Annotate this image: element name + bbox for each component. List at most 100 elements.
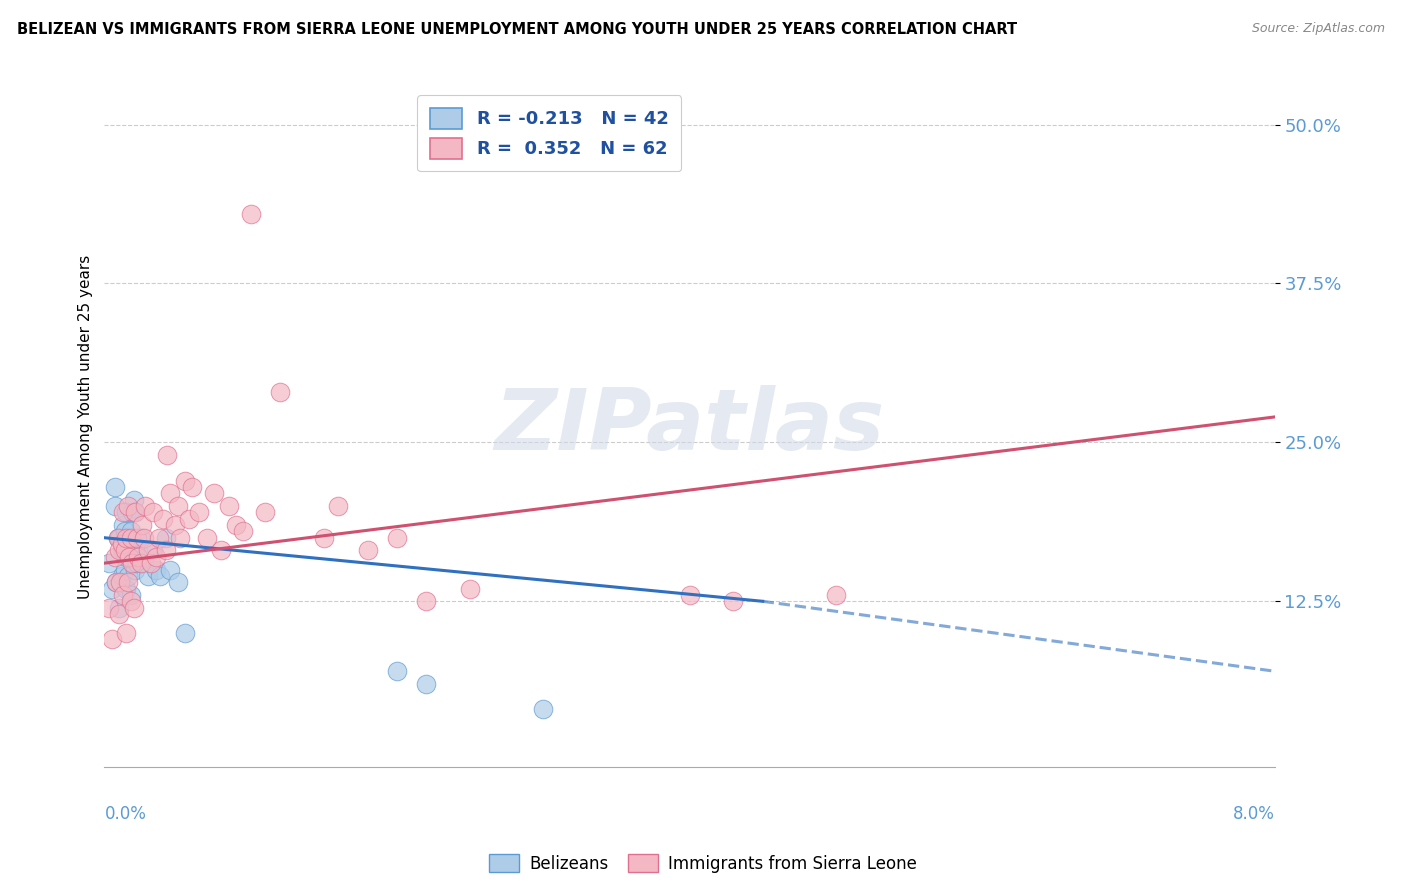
Point [108, 531, 131, 545]
Point [149, 569, 172, 583]
Point [195, 531, 218, 545]
Point [415, 677, 437, 691]
Point [118, 543, 141, 558]
Point [127, 549, 149, 564]
Point [166, 575, 188, 590]
Point [114, 562, 136, 576]
Point [148, 531, 170, 545]
Point [166, 499, 188, 513]
Point [125, 531, 148, 545]
Point [232, 524, 254, 539]
Point [120, 588, 142, 602]
Point [155, 543, 177, 558]
Point [104, 480, 127, 494]
Point [97, 556, 120, 570]
Point [117, 531, 139, 545]
Point [112, 588, 135, 602]
Point [531, 702, 554, 716]
Point [136, 543, 159, 558]
Point [100, 632, 122, 647]
Point [115, 505, 138, 519]
Point [118, 549, 141, 564]
Point [202, 486, 225, 500]
Point [117, 499, 139, 513]
Point [111, 543, 134, 558]
Point [105, 575, 128, 590]
Point [156, 448, 179, 462]
Point [111, 537, 134, 551]
Point [678, 588, 700, 602]
Point [169, 531, 191, 545]
Point [173, 474, 195, 488]
Point [188, 505, 211, 519]
Point [121, 505, 143, 519]
Point [125, 556, 148, 570]
Point [120, 524, 142, 539]
Point [179, 511, 201, 525]
Point [269, 384, 291, 399]
Point [385, 531, 408, 545]
Point [115, 531, 138, 545]
Point [108, 543, 131, 558]
Point [108, 600, 131, 615]
Point [145, 562, 167, 576]
Text: 8.0%: 8.0% [1233, 805, 1275, 823]
Y-axis label: Unemployment Among Youth under 25 years: Unemployment Among Youth under 25 years [79, 254, 93, 599]
Point [131, 518, 153, 533]
Point [112, 505, 135, 519]
Text: BELIZEAN VS IMMIGRANTS FROM SIERRA LEONE UNEMPLOYMENT AMONG YOUTH UNDER 25 YEARS: BELIZEAN VS IMMIGRANTS FROM SIERRA LEONE… [17, 22, 1017, 37]
Point [134, 499, 156, 513]
Point [124, 505, 146, 519]
Text: ZIPatlas: ZIPatlas [495, 385, 884, 468]
Point [120, 594, 142, 608]
Point [97, 600, 120, 615]
Point [723, 594, 745, 608]
Point [159, 486, 181, 500]
Point [107, 531, 129, 545]
Point [110, 575, 132, 590]
Text: Source: ZipAtlas.com: Source: ZipAtlas.com [1251, 22, 1385, 36]
Point [115, 549, 138, 564]
Point [181, 480, 204, 494]
Point [108, 607, 131, 621]
Point [209, 543, 232, 558]
Legend: Belizeans, Immigrants from Sierra Leone: Belizeans, Immigrants from Sierra Leone [482, 847, 924, 880]
Point [142, 505, 165, 519]
Point [218, 499, 240, 513]
Text: 0.0%: 0.0% [104, 805, 146, 823]
Point [173, 626, 195, 640]
Point [115, 582, 138, 596]
Point [254, 505, 277, 519]
Point [114, 524, 136, 539]
Point [100, 582, 122, 596]
Point [155, 531, 177, 545]
Point [120, 531, 142, 545]
Legend: R = -0.213   N = 42, R =  0.352   N = 62: R = -0.213 N = 42, R = 0.352 N = 62 [418, 95, 681, 171]
Point [312, 531, 335, 545]
Point [385, 665, 408, 679]
Point [328, 499, 350, 513]
Point [159, 562, 181, 576]
Point [122, 600, 145, 615]
Point [129, 556, 152, 570]
Point [225, 518, 247, 533]
Point [145, 549, 167, 564]
Point [117, 569, 139, 583]
Point [111, 569, 134, 583]
Point [129, 531, 152, 545]
Point [132, 556, 155, 570]
Point [124, 505, 146, 519]
Point [824, 588, 846, 602]
Point [112, 543, 135, 558]
Point [114, 543, 136, 558]
Point [112, 518, 135, 533]
Point [152, 511, 174, 525]
Point [121, 556, 143, 570]
Point [105, 575, 128, 590]
Point [124, 562, 146, 576]
Point [115, 626, 138, 640]
Point [104, 499, 127, 513]
Point [107, 531, 129, 545]
Point [104, 549, 127, 564]
Point [122, 549, 145, 564]
